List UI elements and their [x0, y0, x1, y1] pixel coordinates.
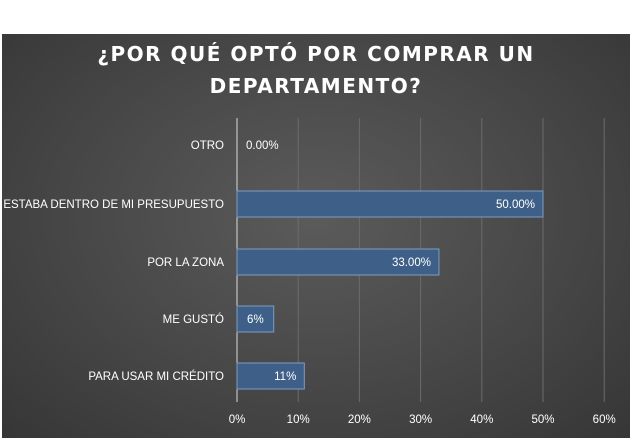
category-label: ME GUSTÓ — [163, 313, 224, 326]
category-label: OTRO — [191, 140, 224, 152]
bar — [236, 248, 440, 276]
bar — [236, 190, 544, 218]
data-label: 33.00% — [392, 257, 431, 269]
chart-title-line-2: DEPARTAMENTO? — [209, 74, 423, 98]
x-tick-label: 20% — [348, 414, 371, 426]
chart-title-line-1: ¿POR QUÉ OPTÓ POR COMPRAR UN — [97, 42, 535, 66]
data-label: 50.00% — [496, 199, 535, 211]
data-label: 0.00% — [246, 140, 279, 152]
chart-background — [2, 34, 630, 438]
category-label: ESTABA DENTRO DE MI PRESUPUESTO — [3, 199, 224, 211]
category-label: POR LA ZONA — [147, 257, 224, 269]
x-tick-label: 0% — [229, 414, 246, 426]
x-tick-label: 40% — [470, 414, 493, 426]
category-label: PARA USAR MI CRÉDITO — [88, 370, 224, 383]
data-label: 11% — [274, 371, 296, 383]
data-label: 6% — [247, 314, 264, 326]
bar — [236, 305, 275, 333]
x-tick-label: 60% — [593, 414, 616, 426]
x-tick-label: 30% — [409, 414, 432, 426]
x-tick-label: 50% — [531, 414, 554, 426]
x-tick-label: 10% — [287, 414, 310, 426]
chart-title: ¿POR QUÉ OPTÓ POR COMPRAR UN DEPARTAMENT… — [0, 38, 632, 102]
bar — [236, 362, 305, 390]
